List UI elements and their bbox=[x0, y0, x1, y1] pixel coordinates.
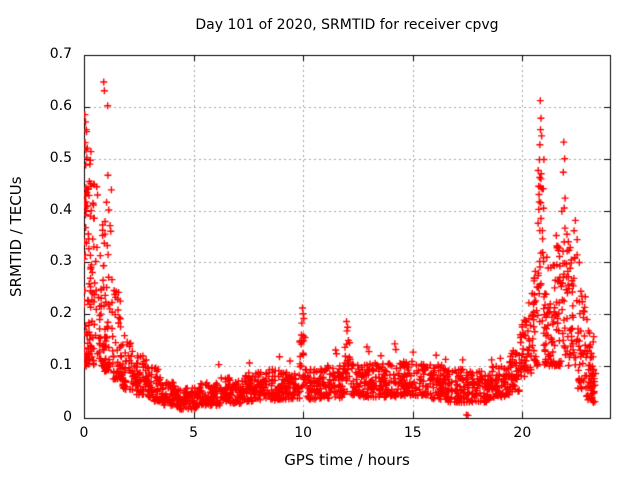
y-tick-label: 0.6 bbox=[49, 97, 72, 114]
y-tick-label: 0.2 bbox=[49, 305, 72, 322]
x-tick-label: 20 bbox=[513, 425, 532, 441]
chart-title: Day 101 of 2020, SRMTID for receiver cpv… bbox=[195, 17, 499, 33]
y-tick-label: 0.4 bbox=[49, 201, 72, 218]
x-tick-label: 0 bbox=[79, 425, 89, 441]
x-tick-label: 15 bbox=[403, 425, 422, 441]
y-tick-label: 0.5 bbox=[49, 149, 72, 166]
y-tick-label: 0 bbox=[63, 409, 72, 425]
y-tick-label: 0.7 bbox=[49, 46, 72, 62]
y-tick-label: 0.1 bbox=[49, 357, 72, 374]
y-tick-label: 0.3 bbox=[49, 253, 72, 270]
x-tick-label: 10 bbox=[294, 425, 313, 441]
x-axis-label: GPS time / hours bbox=[284, 451, 410, 469]
x-tick-label: 5 bbox=[189, 425, 199, 441]
